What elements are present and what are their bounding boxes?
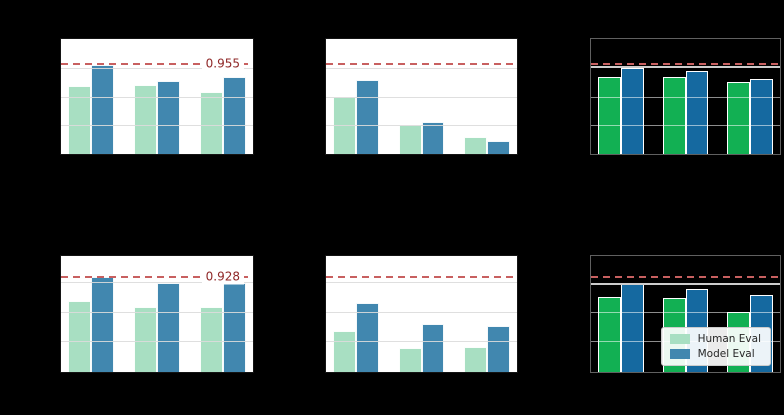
bar-group-2 [133, 256, 181, 372]
bar-human-eval-g1 [68, 85, 92, 154]
ref-dashed-line [326, 62, 517, 65]
ref-dashed-line [61, 62, 253, 65]
gridline [326, 311, 517, 313]
bar-model-eval-g1 [620, 67, 644, 154]
bar-model-eval-g2 [157, 81, 181, 154]
bar-group-3 [463, 256, 510, 372]
bars-layer [61, 256, 253, 372]
bar-group-3 [199, 256, 246, 372]
legend-label-human-eval: Human Eval [697, 333, 761, 345]
subplot-top-middle [325, 38, 518, 155]
bar-group-3 [727, 39, 773, 154]
bar-model-eval-g2 [421, 121, 445, 154]
bar-human-eval-g1 [333, 330, 357, 372]
legend-swatch-human-eval [669, 334, 690, 344]
bar-model-eval-g2 [421, 323, 445, 372]
bar-group-2 [133, 39, 181, 154]
bars-layer [61, 39, 253, 154]
gridline [326, 124, 517, 126]
ref-dashed-line [326, 275, 517, 278]
bar-model-eval-g1 [356, 303, 380, 372]
legend-item-model-eval: Model Eval [669, 348, 761, 360]
legend-swatch-model-eval [669, 349, 690, 359]
bar-model-eval-g2 [685, 70, 709, 154]
subplot-top-right [590, 38, 781, 155]
gridline [61, 96, 253, 98]
bar-model-eval-g2 [157, 282, 181, 372]
bar-human-eval-g1 [598, 297, 621, 372]
bars-layer [326, 256, 517, 372]
bar-human-eval-g2 [133, 307, 157, 372]
legend-label-model-eval: Model Eval [697, 348, 755, 360]
ref-line-label-bottom-row: 0.928 [201, 269, 244, 285]
bar-group-1 [333, 256, 380, 372]
bar-group-1 [598, 256, 644, 372]
bar-group-3 [463, 39, 510, 154]
bar-model-eval-g1 [91, 65, 115, 154]
bar-human-eval-g1 [598, 77, 621, 154]
bar-model-eval-g3 [222, 77, 246, 154]
bar-human-eval-g2 [398, 124, 422, 154]
bar-group-3 [199, 39, 246, 154]
bar-model-eval-g1 [91, 277, 115, 372]
subplot-top-left: 0.955 [60, 38, 254, 155]
ref-solid-line [591, 65, 780, 68]
bar-human-eval-g2 [133, 84, 157, 154]
gridline [326, 282, 517, 284]
bars-layer [326, 39, 517, 154]
bar-group-1 [598, 39, 644, 154]
ref-line-label-top-row: 0.955 [201, 56, 244, 72]
gridline [61, 311, 253, 313]
bar-human-eval-g3 [463, 136, 487, 154]
bar-human-eval-g2 [398, 348, 422, 372]
bar-group-2 [662, 39, 709, 154]
gridline [591, 124, 780, 126]
bar-group-2 [398, 256, 445, 372]
bar-group-1 [68, 39, 115, 154]
ref-dashed-line [591, 275, 780, 278]
subplot-bottom-right: Human Eval Model Eval [590, 255, 781, 373]
bar-group-1 [68, 256, 115, 372]
gridline [61, 282, 253, 284]
bar-human-eval-g1 [68, 301, 92, 372]
bar-model-eval-g3 [486, 140, 510, 154]
bar-model-eval-g3 [486, 325, 510, 372]
bars-layer [591, 39, 780, 154]
legend: Human Eval Model Eval [660, 327, 771, 366]
bar-model-eval-g3 [750, 79, 773, 154]
bar-human-eval-g3 [727, 82, 751, 154]
bar-human-eval-g2 [662, 77, 686, 154]
gridline [326, 96, 517, 98]
bar-human-eval-g3 [199, 307, 223, 372]
gridline [591, 96, 780, 98]
ref-dashed-line [591, 62, 780, 65]
legend-item-human-eval: Human Eval [669, 333, 761, 345]
bar-human-eval-g3 [463, 347, 487, 372]
gridline [61, 341, 253, 343]
bar-human-eval-g3 [199, 92, 223, 154]
gridline [61, 124, 253, 126]
ref-dashed-line [61, 275, 253, 278]
gridline [326, 68, 517, 70]
bar-model-eval-g1 [356, 80, 380, 154]
gridline [61, 68, 253, 70]
bar-group-2 [398, 39, 445, 154]
bar-model-eval-g1 [620, 283, 644, 372]
gridline [591, 311, 780, 313]
bar-model-eval-g3 [222, 282, 246, 372]
ref-solid-line [591, 282, 780, 285]
subplot-bottom-middle [325, 255, 518, 373]
gridline [326, 341, 517, 343]
subplot-bottom-left: 0.928 [60, 255, 254, 373]
